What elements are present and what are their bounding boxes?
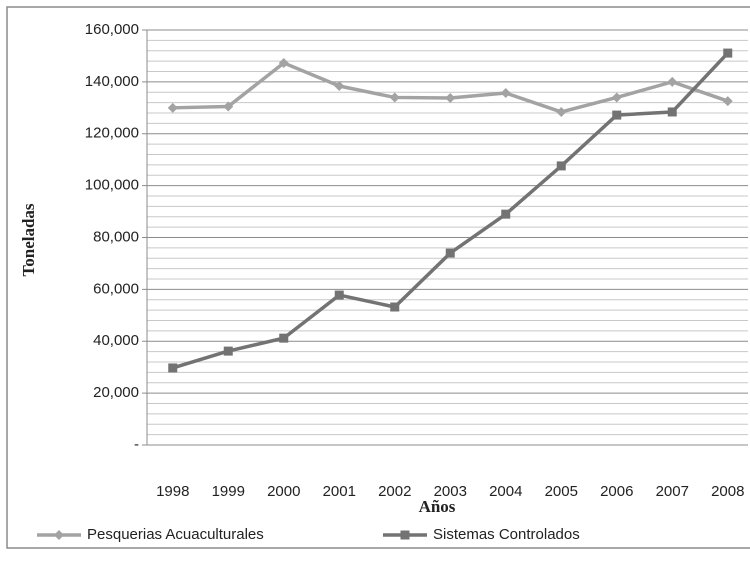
data-point	[390, 302, 400, 312]
data-point	[167, 102, 178, 113]
data-point	[501, 209, 511, 219]
y-tick-label: 80,000	[93, 228, 139, 245]
y-tick-label: 20,000	[93, 384, 139, 401]
legend-label: Sistemas Controlados	[433, 526, 580, 543]
data-point	[612, 110, 622, 120]
data-point	[223, 101, 234, 112]
x-tick-label: 2007	[656, 483, 689, 500]
y-tick-label: 140,000	[85, 73, 139, 90]
data-point	[611, 92, 622, 103]
data-point	[168, 363, 178, 373]
y-tick-label: 40,000	[93, 332, 139, 349]
data-point	[722, 96, 733, 107]
x-tick-label: 1999	[212, 483, 245, 500]
data-point	[667, 107, 677, 117]
x-tick-label: 2006	[600, 483, 633, 500]
data-point	[556, 161, 566, 171]
data-point	[667, 76, 678, 87]
data-point	[500, 88, 511, 99]
x-tick-label: 2003	[434, 483, 467, 500]
data-point	[278, 57, 289, 68]
x-tick-label: 2004	[489, 483, 522, 500]
x-tick-label: 2005	[545, 483, 578, 500]
y-tick-label: -	[134, 436, 139, 453]
x-tick-label: 1998	[156, 483, 189, 500]
data-point	[445, 92, 456, 103]
x-tick-label: 2002	[378, 483, 411, 500]
data-point	[723, 48, 733, 58]
y-tick-label: 100,000	[85, 177, 139, 194]
legend-marker	[400, 530, 410, 540]
data-point	[223, 346, 233, 356]
y-tick-label: 160,000	[85, 21, 139, 38]
data-point	[334, 290, 344, 300]
data-point	[445, 248, 455, 258]
x-tick-label: 2008	[711, 483, 744, 500]
x-axis-title: Años	[419, 497, 456, 516]
legend-marker	[54, 530, 64, 540]
x-tick-label: 2001	[323, 483, 356, 500]
chart-frame	[6, 6, 750, 549]
data-point	[279, 333, 289, 343]
data-point	[334, 81, 345, 92]
y-tick-label: 120,000	[85, 125, 139, 142]
y-tick-label: 60,000	[93, 280, 139, 297]
data-point	[389, 92, 400, 103]
y-axis-title: Toneladas	[19, 203, 38, 276]
data-point	[556, 106, 567, 117]
x-tick-label: 2000	[267, 483, 300, 500]
legend-label: Pesquerias Acuaculturales	[87, 526, 264, 543]
